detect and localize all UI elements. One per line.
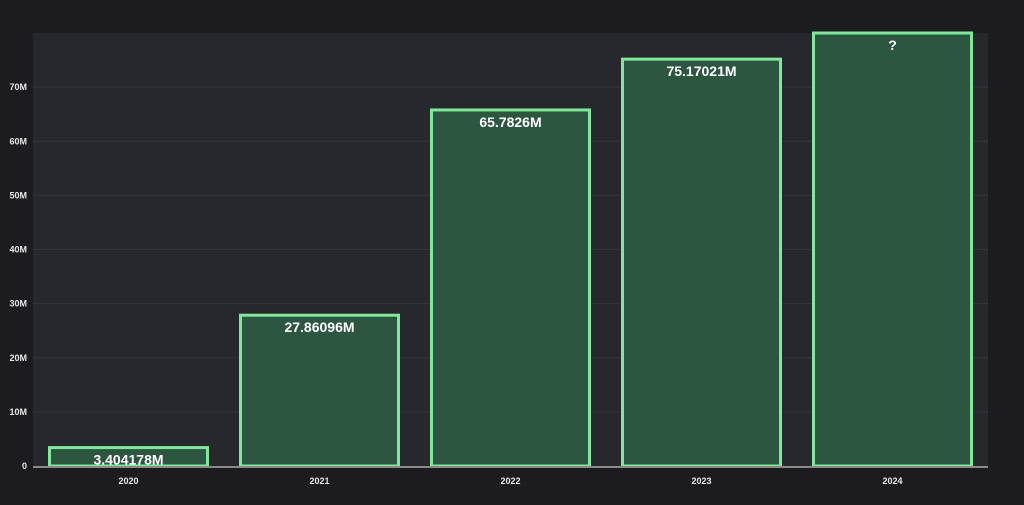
y-tick-label: 70M xyxy=(9,82,27,92)
y-tick-label: 50M xyxy=(9,190,27,200)
x-axis-ticks: 2020 2021 2022 2023 2024 xyxy=(118,476,902,486)
data-label: 27.86096M xyxy=(284,319,354,335)
bars: 3.404178M 27.86096M 65.7826M 75.17021M? xyxy=(48,31,973,468)
bar-2022 xyxy=(430,108,591,468)
data-label: 3.404178M xyxy=(93,452,163,468)
y-tick-label: 40M xyxy=(9,245,27,255)
x-tick-label: 2020 xyxy=(118,476,138,486)
bar-2024 xyxy=(812,31,973,468)
data-label: 65.7826M xyxy=(479,114,541,130)
y-tick-label: 20M xyxy=(9,353,27,363)
bar-2021 xyxy=(239,313,400,468)
y-tick-label: 0 xyxy=(22,461,27,471)
data-label: ? xyxy=(888,37,897,53)
bar-2023 xyxy=(621,57,782,468)
y-tick-label: 60M xyxy=(9,136,27,146)
x-tick-label: 2023 xyxy=(691,476,711,486)
y-tick-label: 10M xyxy=(9,407,27,417)
y-tick-label: 30M xyxy=(9,299,27,309)
x-tick-label: 2024 xyxy=(882,476,902,486)
y-axis-ticks: 0 10M 20M 30M 40M 50M 60M 70M xyxy=(9,82,27,471)
data-label: 75.17021M xyxy=(666,63,736,79)
x-tick-label: 2021 xyxy=(309,476,329,486)
x-tick-label: 2022 xyxy=(500,476,520,486)
